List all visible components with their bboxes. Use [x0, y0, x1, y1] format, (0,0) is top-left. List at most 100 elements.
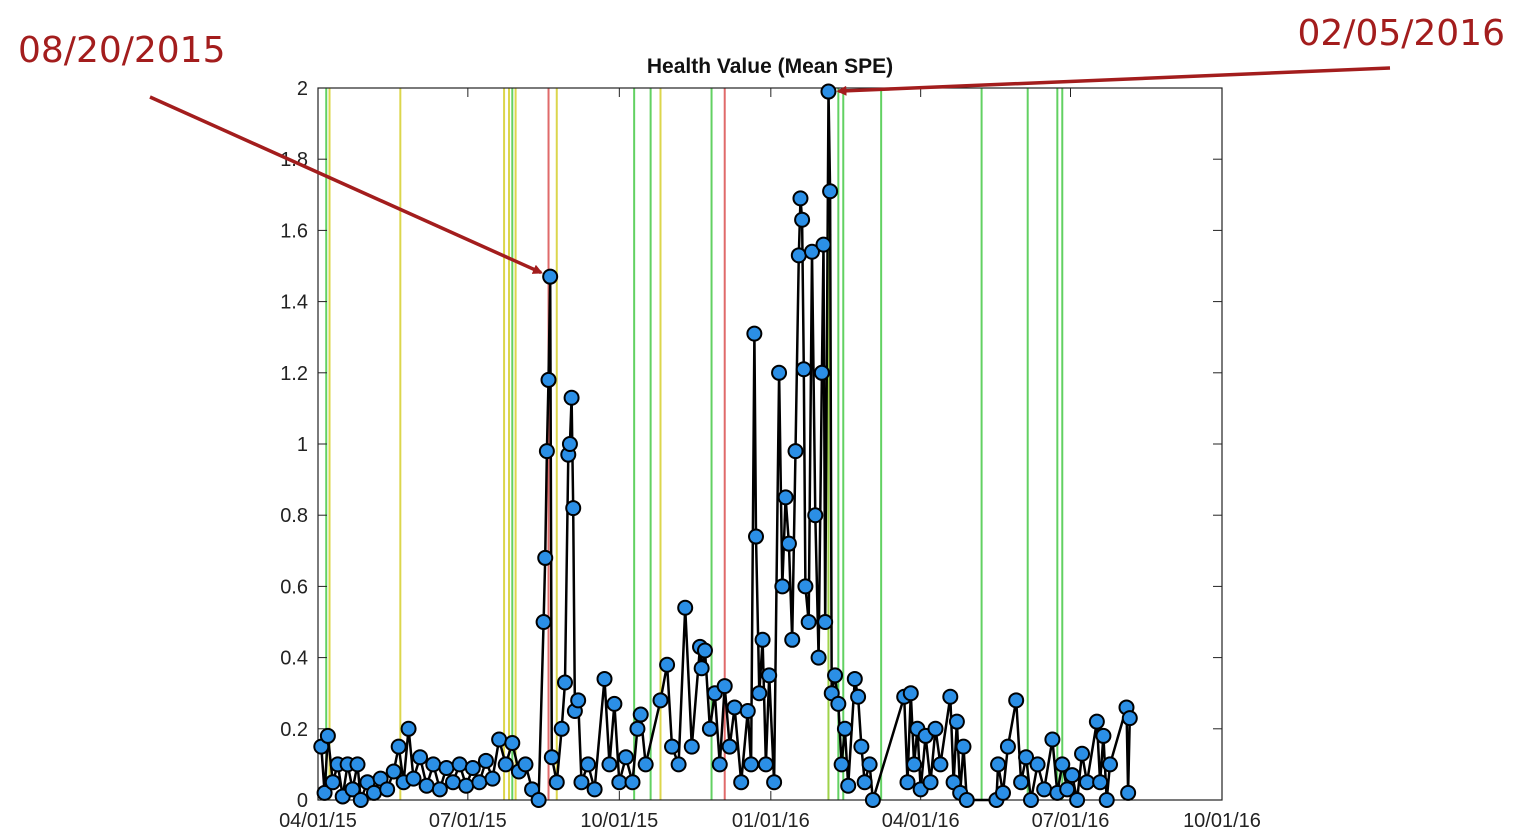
marker [563, 389, 580, 406]
x-tick-label: 01/01/16 [732, 810, 810, 832]
marker [795, 361, 812, 378]
marker [853, 738, 870, 755]
marker [1054, 756, 1071, 773]
marker [324, 774, 341, 791]
marker [400, 720, 417, 737]
marker [733, 774, 750, 791]
marker [405, 770, 422, 787]
marker [780, 535, 797, 552]
marker [1064, 767, 1081, 784]
annotation-arrow [149, 95, 543, 275]
marker [1120, 784, 1137, 801]
marker [1018, 749, 1035, 766]
marker [570, 692, 587, 709]
y-tick-label: 1.2 [280, 363, 308, 385]
marker [771, 364, 788, 381]
marker [1074, 745, 1091, 762]
chart-title: Health Value (Mean SPE) [647, 55, 893, 78]
marker [464, 759, 481, 776]
marker [601, 756, 618, 773]
marker [530, 792, 547, 808]
marker [1059, 781, 1076, 798]
marker [504, 735, 521, 752]
marker [754, 631, 771, 648]
marker [412, 749, 429, 766]
marker [797, 578, 814, 595]
marker [794, 211, 811, 228]
marker [820, 83, 837, 100]
marker [580, 756, 597, 773]
marker [861, 756, 878, 773]
marker [711, 756, 728, 773]
y-tick-label: 1 [297, 434, 308, 456]
y-tick-label: 1.6 [280, 220, 308, 242]
marker [840, 777, 857, 794]
marker [899, 774, 916, 791]
y-tick-label: 1.4 [280, 292, 308, 314]
marker [784, 631, 801, 648]
marker [379, 781, 396, 798]
marker [629, 720, 646, 737]
marker [1092, 774, 1109, 791]
marker [445, 774, 462, 791]
marker [748, 528, 765, 545]
marker [807, 507, 824, 524]
marker [1095, 727, 1112, 744]
marker [517, 756, 534, 773]
marker [659, 656, 676, 673]
marker [637, 756, 654, 773]
annotation-text: 02/05/2016 [1298, 13, 1506, 54]
marker [932, 756, 949, 773]
marker [777, 489, 794, 506]
marker [471, 774, 488, 791]
marker [683, 738, 700, 755]
marker [652, 692, 669, 709]
marker [438, 759, 455, 776]
marker [561, 436, 578, 452]
marker [540, 371, 557, 388]
marker [721, 738, 738, 755]
marker [365, 784, 382, 801]
y-tick-label: 0.6 [280, 576, 308, 598]
marker [418, 777, 435, 794]
marker [1022, 792, 1039, 808]
marker [477, 752, 494, 769]
y-tick-label: 0.2 [280, 719, 308, 741]
marker [746, 325, 763, 342]
marker [617, 749, 634, 766]
marker [573, 774, 590, 791]
x-tick-label: 04/01/16 [882, 810, 960, 832]
marker [787, 443, 804, 460]
marker [958, 792, 975, 808]
marker [1029, 756, 1046, 773]
marker [553, 720, 570, 737]
marker [810, 649, 827, 666]
marker [994, 784, 1011, 801]
marker [1121, 710, 1138, 727]
marker [726, 699, 743, 716]
marker [319, 727, 336, 744]
x-tick-label: 04/01/15 [279, 810, 357, 832]
marker [927, 720, 944, 737]
marker [1008, 692, 1025, 709]
marker [1036, 781, 1053, 798]
marker [385, 763, 402, 780]
marker [701, 720, 718, 737]
marker [800, 614, 817, 630]
marker [751, 685, 768, 702]
y-tick-label: 2 [297, 78, 308, 100]
marker [538, 443, 555, 460]
marker [833, 756, 850, 773]
marker [548, 774, 565, 791]
marker [565, 500, 582, 517]
y-tick-label: 0.4 [280, 648, 308, 670]
marker [864, 792, 881, 808]
marker [822, 183, 839, 200]
marker [349, 756, 366, 773]
marker [1069, 792, 1086, 808]
marker [1088, 713, 1105, 730]
marker [761, 667, 778, 684]
marker [390, 738, 407, 755]
